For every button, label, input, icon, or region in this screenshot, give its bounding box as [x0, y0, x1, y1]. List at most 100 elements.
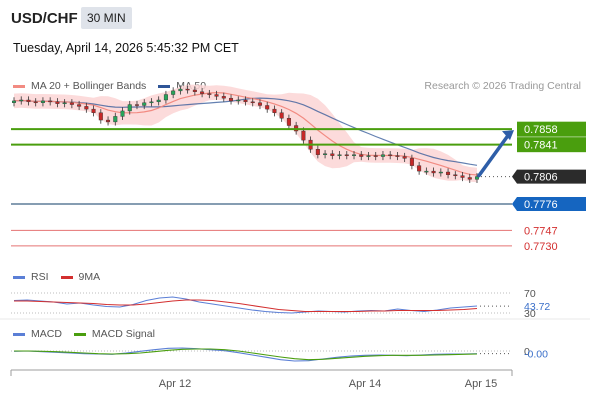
last-price-box [512, 169, 586, 184]
candle-body [460, 175, 465, 178]
x-tick-label: Apr 15 [465, 378, 497, 390]
legend-macd-signal-label: MACD Signal [91, 328, 155, 340]
candle-body [106, 119, 111, 123]
candle-body [171, 90, 176, 95]
candle-body [200, 91, 205, 94]
legend-rsi-ma-label: 9MA [78, 271, 101, 283]
legend-ma20: MA 20 + Bollinger Bands [13, 80, 146, 92]
legend-macd: MACD [13, 328, 62, 340]
candle-body [330, 153, 335, 156]
candle-body [142, 102, 147, 106]
legend-rsi-label: RSI [31, 271, 49, 283]
datetime-label: Tuesday, April 14, 2026 5:45:32 PM CET [13, 41, 239, 55]
candle-body [19, 99, 24, 102]
candle-body [315, 149, 320, 155]
legend-ma20-label: MA 20 + Bollinger Bands [31, 80, 147, 92]
candle-body [388, 154, 393, 156]
candle-body [250, 101, 255, 104]
candle-body [120, 110, 125, 117]
candle-body [229, 97, 234, 102]
candle-body [402, 156, 407, 159]
candle-body [127, 104, 132, 112]
support-label: 0.7730 [524, 241, 558, 253]
candle-body [265, 105, 270, 110]
candle-body [84, 106, 89, 110]
forecast-arrow-shaft [477, 132, 511, 178]
candle-body [344, 154, 349, 156]
candle-body [286, 118, 291, 126]
interval-badge[interactable]: 30 MIN [81, 7, 132, 29]
sub-tick-label: 0 [524, 346, 530, 358]
sub-tick-label: 70 [524, 288, 536, 300]
candle-body [40, 100, 45, 103]
candle-body [380, 154, 385, 157]
candle-body [149, 101, 154, 104]
candle-body [207, 93, 212, 95]
last-price-label: 0.7806 [524, 172, 558, 184]
candle-body [48, 100, 53, 103]
resistance-label: 0.7841 [524, 140, 558, 152]
candle-body [417, 165, 422, 172]
candle-body [352, 154, 357, 156]
candle-body [438, 171, 443, 174]
sub-current-label: 43.72 [524, 301, 550, 313]
support-label: 0.7747 [524, 225, 558, 237]
pivot-label-box [512, 196, 586, 211]
resistance-label-box [517, 121, 586, 137]
candle-body [453, 174, 458, 176]
legend-rsi: RSI [13, 271, 49, 283]
candle-body [301, 130, 306, 141]
x-tick-label: Apr 12 [159, 378, 191, 390]
candle-body [395, 155, 400, 157]
candle-body [33, 101, 38, 104]
candle-body [467, 177, 472, 180]
candle-body [446, 171, 451, 175]
candle-body [69, 102, 74, 105]
candle-body [272, 108, 277, 113]
candle-body [243, 99, 248, 103]
candle-body [221, 96, 226, 99]
pivot-label: 0.7776 [524, 199, 558, 211]
resistance-label: 0.7858 [524, 124, 558, 136]
candle-body [236, 99, 241, 102]
candle-body [98, 112, 103, 121]
candle-body [113, 116, 118, 123]
legend-rsi-ma: 9MA [60, 271, 101, 283]
candle-body [279, 112, 284, 119]
candle-body [26, 99, 31, 103]
candle-body [373, 155, 378, 157]
ma50-swatch [158, 84, 171, 88]
candle-body [214, 94, 219, 97]
candle-body [134, 104, 139, 106]
candle-body [178, 88, 183, 92]
candle-body [409, 158, 414, 166]
sub-current-label: -0.00 [524, 349, 548, 361]
x-tick-label: Apr 14 [349, 378, 381, 390]
candle-body [11, 100, 16, 103]
research-credit: Research © 2026 Trading Central [424, 80, 581, 92]
sub-series-line [13, 347, 478, 362]
sub-series-line [14, 299, 478, 313]
candle-body [192, 89, 197, 92]
macd-signal-swatch [73, 332, 86, 336]
resistance-label-box [517, 137, 586, 153]
candle-body [257, 102, 262, 106]
macd-legend: MACD MACD Signal [13, 328, 167, 340]
candle-body [185, 88, 190, 91]
candle-body [77, 104, 82, 107]
macd-swatch [13, 332, 25, 336]
candle-body [359, 154, 364, 157]
sub-tick-label: 30 [524, 308, 536, 320]
candle-body [62, 102, 67, 104]
candle-body [91, 108, 96, 113]
candle-body [424, 170, 429, 173]
candle-body [156, 99, 161, 103]
candle-body [163, 94, 168, 101]
ma20-swatch [13, 84, 25, 88]
symbol-title: USD/CHF [11, 10, 78, 27]
forecast-arrow-head [502, 130, 514, 141]
candle-body [431, 170, 436, 174]
sub-series-line [13, 296, 478, 314]
legend-macd-signal: MACD Signal [73, 328, 155, 340]
